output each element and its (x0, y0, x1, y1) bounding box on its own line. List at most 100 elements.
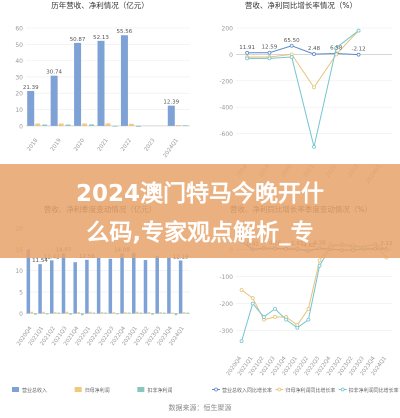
data-label: -2.12 (351, 47, 365, 53)
source-note: 数据来源：恒生聚源 (169, 403, 232, 412)
bar-1-4 (128, 123, 134, 126)
line-series-2 (241, 243, 387, 342)
point-2-3 (273, 306, 277, 311)
data-label: 11.54 (32, 258, 48, 264)
y-tick-label: 0 (19, 311, 23, 318)
y-tick-label: -100 (219, 274, 233, 281)
chart-title: 营收、净利同比增长率情况（%） (245, 0, 357, 10)
bar-0-4 (120, 35, 128, 126)
bar-2-13 (186, 312, 189, 314)
point-2-0 (245, 56, 250, 61)
legend-entry: 扣非净利润 (147, 387, 172, 394)
data-label: 12.39 (163, 100, 179, 106)
bar-0-11 (155, 255, 159, 314)
y-tick-label: 30 (15, 74, 23, 81)
bar-0-2 (74, 42, 82, 126)
y-tick-label: 60 (15, 26, 23, 33)
y-tick-label: 0 (229, 52, 233, 59)
bar-0-12 (167, 257, 171, 314)
bar-0-7 (108, 258, 113, 314)
point-0-5 (356, 52, 361, 57)
legend-swatch (137, 387, 145, 392)
y-tick-label: 40 (15, 58, 23, 65)
point-2-7 (317, 263, 322, 268)
line-series-1 (247, 30, 359, 89)
bar-2-3 (69, 313, 72, 315)
bar-2-3 (112, 125, 118, 127)
bar-0-3 (97, 40, 105, 126)
point-1-7 (317, 258, 322, 263)
bar-0-13 (178, 260, 183, 314)
line-series-0 (247, 45, 359, 56)
bar-2-4 (80, 313, 84, 316)
bar-1-8 (124, 312, 127, 314)
bar-0-1 (50, 75, 58, 126)
chart-quarterly-revenue-profit: 营收、净利季度变动情况（亿元）051015202020Q42021Q12021Q… (12, 204, 190, 394)
bar-1-2 (54, 312, 57, 314)
point-1-1 (250, 296, 255, 300)
point-2-4 (284, 317, 289, 322)
bar-0-2 (50, 260, 54, 314)
y-tick-label: -300 (219, 328, 233, 335)
x-tick-label: 2019 (50, 137, 63, 152)
y-tick-label: 50 (15, 42, 23, 49)
bar-1-12 (171, 312, 174, 314)
data-label: 2.48 (308, 46, 321, 52)
bar-1-5 (89, 311, 92, 314)
chart-annual-revenue-profit: 历年营收、净利情况（亿元） 0 10 20 30 40 50 60 2018 2019 2020 20… (15, 0, 190, 159)
point-2-3 (312, 144, 316, 149)
y-tick-label: -200 (219, 78, 233, 85)
point-2-6 (306, 317, 311, 322)
legend-entry: 营业总收入同比增长率 (222, 387, 272, 394)
bar-0-6 (167, 105, 175, 126)
data-label: 55.56 (117, 29, 133, 35)
point-0-1 (267, 50, 272, 55)
point-2-1 (250, 301, 255, 306)
bar-1-3 (105, 123, 111, 126)
legend-marker (277, 387, 282, 392)
x-tick-label: 2022 (120, 138, 133, 153)
bar-2-2 (57, 312, 61, 314)
point-2-2 (289, 55, 294, 59)
bar-2-0 (34, 313, 37, 315)
y-tick-label: 10 (15, 268, 23, 275)
point-2-4 (334, 45, 339, 50)
legend-entry: 归母净利润同比增长率 (285, 387, 335, 394)
x-tick-label: 2023 (144, 137, 157, 152)
y-tick-label: -200 (219, 301, 233, 308)
legend-swatch (12, 387, 19, 392)
bar-0-5 (85, 259, 89, 314)
bar-0-6 (96, 257, 101, 314)
legend-marker (214, 387, 218, 392)
legend-entry: 营业总收入 (22, 387, 47, 394)
bar-0-0 (26, 249, 31, 314)
bar-1-1 (42, 311, 45, 314)
bar-2-9 (139, 312, 143, 314)
y-tick-label: 5 (19, 290, 23, 297)
bar-2-2 (89, 124, 95, 126)
bar-2-11 (162, 312, 166, 314)
bar-0-3 (61, 253, 66, 314)
bar-0-4 (73, 262, 77, 314)
bar-1-9 (136, 311, 139, 314)
bar-1-10 (147, 312, 151, 314)
y-tick-label: 20 (15, 91, 23, 98)
bar-2-6 (104, 312, 107, 314)
x-tick-label: 2020 (73, 137, 86, 152)
chart-title: 历年营收、净利情况（亿元） (51, 0, 149, 10)
point-0-3 (312, 52, 316, 56)
y-tick-label: -600 (219, 131, 233, 138)
bar-2-7 (116, 313, 119, 315)
bar-1-13 (182, 312, 186, 314)
y-tick-label: 10 (15, 107, 23, 114)
bar-1-3 (65, 311, 69, 314)
data-label: 52.13 (93, 35, 109, 41)
point-2-2 (261, 315, 266, 319)
bar-1-0 (35, 123, 41, 126)
banner-line-1: 2024澳门特马今晚开什 (76, 180, 324, 207)
x-tick-label: 2018 (26, 137, 39, 152)
banner-overlay: 2024澳门特马今晚开什 么码,专家观点解析_专 (0, 164, 400, 258)
point-2-1 (267, 56, 272, 61)
point-1-0 (239, 288, 244, 292)
